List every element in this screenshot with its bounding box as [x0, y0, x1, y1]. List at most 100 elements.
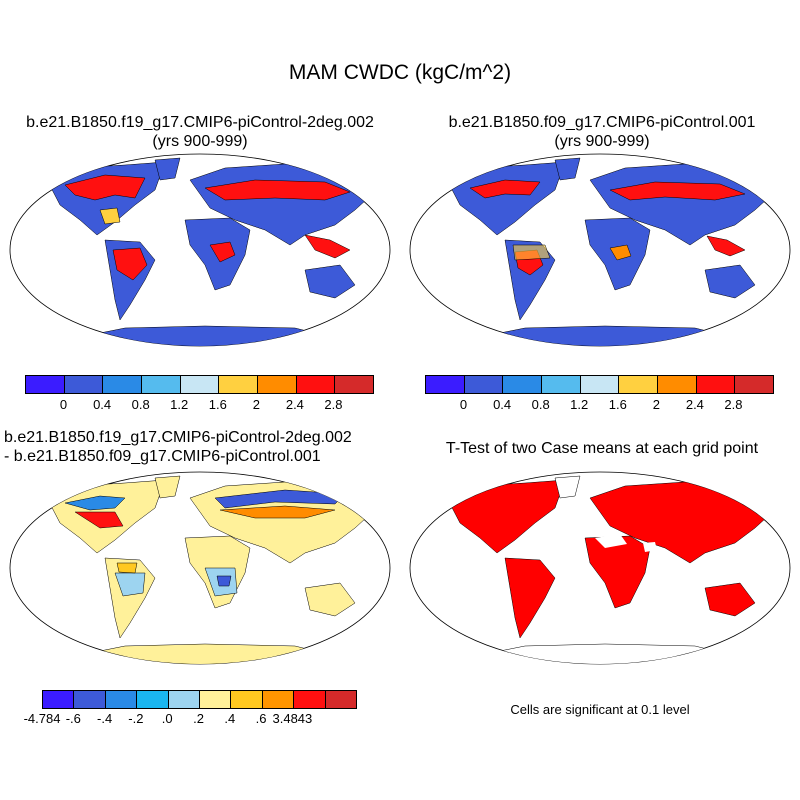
bar1-label-1: 0.4	[93, 397, 112, 412]
high-congo	[209, 241, 236, 263]
bar2-label-7: 2.8	[724, 397, 743, 412]
bar2-label-2: 0.8	[531, 397, 550, 412]
high-band-north-america	[64, 174, 146, 201]
bar2-cell-0	[426, 376, 464, 393]
bar3-cell-3	[136, 691, 168, 708]
land-australia	[304, 264, 356, 299]
bar1-cell-0	[26, 376, 64, 393]
land-north-america	[446, 161, 566, 236]
nonsig-arabia	[643, 542, 657, 552]
bar3-cell-8	[293, 691, 325, 708]
diff-neg-north-america	[64, 495, 126, 511]
greenland-outline	[554, 475, 581, 499]
bar2-label-1: 0.4	[493, 397, 512, 412]
land-greenland	[554, 157, 581, 181]
panel-3-title-line2: - b.e21.B1850.f09_g17.CMIP6-piControl.00…	[4, 448, 321, 465]
panel-1-title-line2: (yrs 900-999)	[152, 133, 248, 150]
colorbar-panel-2	[425, 375, 774, 394]
map-panel-4	[409, 471, 791, 665]
bar3-cell-2	[104, 691, 137, 708]
bar3-label-7: .6	[255, 711, 267, 726]
bar1-label-0: 0	[59, 397, 68, 412]
nonsig-sahara	[595, 534, 627, 548]
bar3-cell-7	[261, 691, 294, 708]
panel-1-title-line1: b.e21.B1850.f19_g17.CMIP6-piControl-2deg…	[26, 114, 374, 131]
bar1-cell-5	[218, 376, 258, 393]
panel-2-title: b.e21.B1850.f09_g17.CMIP6-piControl.001 …	[402, 113, 800, 151]
bar3-label-8: 3.4843	[272, 711, 313, 726]
figure-title: MAM CWDC (kgC/m^2)	[288, 61, 512, 84]
high-band-eurasia	[204, 179, 351, 201]
bar2-cell-3	[541, 376, 580, 393]
bar1-cell-3	[141, 376, 180, 393]
bar1-cell-4	[179, 376, 219, 393]
bar2-label-3: 1.2	[570, 397, 589, 412]
bar1-cell-7	[295, 376, 335, 393]
land-australia	[304, 582, 356, 617]
diff-pos-north-america	[74, 511, 124, 529]
bar1-cell-6	[257, 376, 296, 393]
sig-south-america	[504, 557, 556, 639]
bar3-label-0: -4.784	[23, 711, 61, 726]
bar3-cell-4	[167, 691, 200, 708]
land-australia	[704, 264, 756, 299]
bar1-label-5: 2	[252, 397, 260, 412]
bar3-label-2: -.4	[97, 711, 113, 726]
high-congo	[609, 244, 632, 261]
panel-2-title-line2: (yrs 900-999)	[554, 133, 650, 150]
land-greenland	[154, 475, 181, 499]
bar3-cell-5	[199, 691, 231, 708]
panel-1-title: b.e21.B1850.f19_g17.CMIP6-piControl-2deg…	[0, 113, 400, 151]
diff-orange-south-america	[116, 562, 138, 574]
bar3-cell-9	[324, 691, 357, 708]
bar3-label-3: -.2	[128, 711, 144, 726]
high-amazon	[112, 247, 148, 281]
high-band-north-america	[469, 179, 541, 199]
panel-4-title: T-Test of two Case means at each grid po…	[402, 439, 800, 458]
bar1-cell-1	[63, 376, 103, 393]
panel-3-title: b.e21.B1850.f19_g17.CMIP6-piControl-2deg…	[4, 428, 352, 466]
colorbar-panel-3	[42, 690, 357, 709]
high-se-asia	[304, 234, 351, 259]
bar1-label-2: 0.8	[131, 397, 150, 412]
mid-amazon	[512, 244, 551, 261]
significance-note: Cells are significant at 0.1 level	[510, 702, 690, 717]
bar2-label-6: 2.4	[685, 397, 704, 412]
bar2-cell-4	[579, 376, 619, 393]
diff-neg-eurasia	[214, 489, 346, 509]
bar2-cell-6	[657, 376, 696, 393]
high-band-eurasia	[609, 181, 746, 201]
bar2-cell-7	[695, 376, 735, 393]
bar3-cell-6	[230, 691, 262, 708]
bar1-label-4: 1.6	[208, 397, 227, 412]
bar1-cell-8	[334, 376, 374, 393]
bar3-cell-1	[73, 691, 105, 708]
bar3-label-6: .4	[224, 711, 236, 726]
bar2-label-4: 1.6	[608, 397, 627, 412]
mid-east-usa	[99, 207, 121, 225]
bar3-label-5: .2	[193, 711, 204, 726]
diff-pos-eurasia	[219, 505, 336, 519]
bar1-cell-2	[102, 376, 142, 393]
map-panel-1	[9, 153, 391, 347]
diff-blue-africa	[216, 575, 232, 587]
bar2-cell-2	[502, 376, 542, 393]
map-panel-2	[409, 153, 791, 347]
bar1-label-7: 2.8	[324, 397, 343, 412]
sig-australia	[704, 582, 756, 617]
bar2-cell-1	[463, 376, 503, 393]
bar3-cell-0	[43, 691, 74, 708]
bar1-label-3: 1.2	[170, 397, 189, 412]
bar2-cell-5	[618, 376, 658, 393]
panel-4-title-line1: T-Test of two Case means at each grid po…	[445, 440, 759, 457]
bar2-cell-8	[734, 376, 774, 393]
sig-north-america	[446, 479, 566, 554]
bar1-label-6: 2.4	[285, 397, 304, 412]
bar2-label-0: 0	[459, 397, 468, 412]
colorbar-panel-1	[25, 375, 374, 394]
map-panel-3	[9, 471, 391, 665]
high-se-asia	[706, 235, 746, 257]
sig-africa	[584, 535, 651, 609]
bar3-label-1: -.6	[65, 711, 81, 726]
bar3-label-4: .0	[161, 711, 173, 726]
